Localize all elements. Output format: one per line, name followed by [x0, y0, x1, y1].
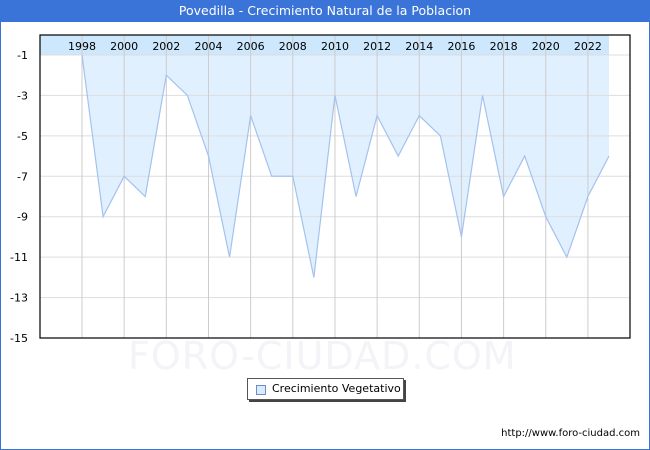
x-tick-label: 2010 — [321, 40, 349, 53]
x-tick-label: 2002 — [152, 40, 180, 53]
x-tick-label: 2020 — [532, 40, 560, 53]
y-tick-label: -15 — [10, 332, 28, 345]
x-tick-label: 2022 — [574, 40, 602, 53]
plot-border — [39, 34, 631, 339]
x-tick-label: 2000 — [110, 40, 138, 53]
y-tick-label: -1 — [17, 49, 28, 62]
watermark: FORO-CIUDAD.COM — [128, 334, 517, 378]
x-tick-label: 2008 — [279, 40, 307, 53]
legend: Crecimiento Vegetativo — [247, 378, 404, 400]
y-tick-label: -7 — [17, 170, 28, 183]
x-tick-label: 2016 — [447, 40, 475, 53]
source-url: http://www.foro-ciudad.com — [501, 428, 640, 439]
x-tick-label: 1998 — [68, 40, 96, 53]
series-line — [81, 54, 610, 278]
x-tick-label: 2014 — [405, 40, 433, 53]
x-tick-label: 2012 — [363, 40, 391, 53]
legend-swatch-icon — [256, 385, 266, 395]
y-tick-label: -13 — [10, 292, 28, 305]
x-tick-label: 2018 — [490, 40, 518, 53]
y-tick-label: -11 — [10, 251, 28, 264]
x-tick-label: 2006 — [237, 40, 265, 53]
x-axis-label-band — [40, 35, 609, 55]
x-tick-label: 2004 — [194, 40, 222, 53]
chart-title: Povedilla - Crecimiento Natural de la Po… — [0, 0, 650, 22]
y-tick-label: -9 — [17, 211, 28, 224]
legend-label: Crecimiento Vegetativo — [272, 382, 401, 395]
y-tick-label: -5 — [17, 130, 28, 143]
y-tick-label: -3 — [17, 89, 28, 102]
